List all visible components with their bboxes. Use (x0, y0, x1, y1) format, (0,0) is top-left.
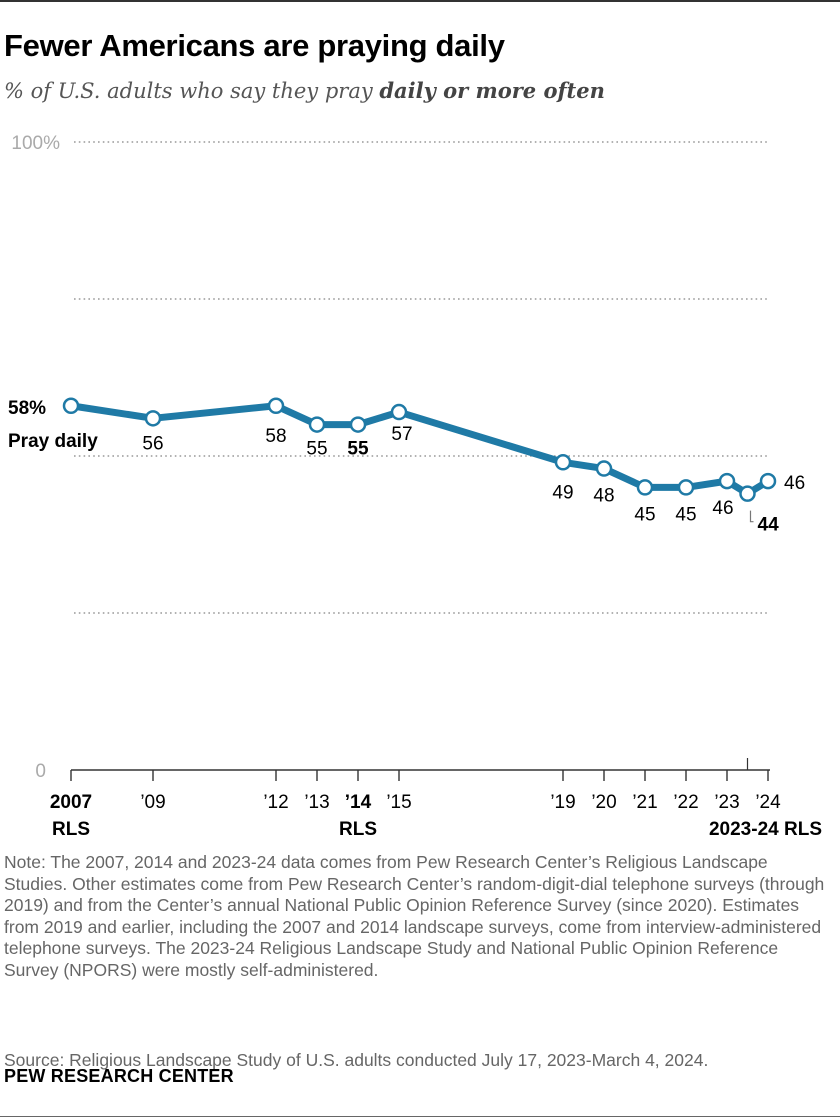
data-point (759, 472, 777, 490)
data-point (718, 472, 736, 490)
chart-subtitle: % of U.S. adults who say they pray daily… (4, 78, 605, 103)
series-line-pray-daily (67, 402, 772, 498)
series-label: Pray daily (8, 431, 98, 452)
x-tick-label: 2007 (50, 792, 92, 813)
data-point (739, 485, 756, 502)
brand-logo-text: PEW RESEARCH CENTER (4, 1066, 234, 1086)
data-label: 55 (347, 439, 369, 460)
x-tick-label: ’24 (755, 792, 781, 813)
y-tick-label: 0 (35, 761, 46, 782)
data-label: 49 (552, 482, 573, 503)
data-label: 45 (675, 504, 696, 525)
y-tick-label: 100% (11, 133, 60, 154)
x-sublabel: RLS (339, 819, 377, 840)
top-rule (0, 0, 840, 2)
subtitle-emphasis: daily or more often (379, 78, 605, 103)
data-point (267, 397, 285, 415)
data-point (677, 479, 695, 496)
data-point (349, 416, 367, 433)
x-tick-label: ’20 (591, 792, 616, 813)
data-point (144, 410, 162, 427)
x-tick-label: ’23 (714, 792, 739, 813)
data-point (554, 454, 572, 471)
data-point (62, 397, 80, 415)
x-tick-label: ’21 (632, 792, 657, 813)
x-tick-label: ’13 (304, 792, 329, 813)
x-tick-label: ’15 (386, 792, 411, 813)
x-sublabel: RLS (52, 819, 90, 840)
data-label: 55 (306, 439, 327, 460)
data-label: 46 (784, 473, 805, 494)
chart-title: Fewer Americans are praying daily (4, 28, 505, 63)
x-tick-label: ’12 (263, 792, 288, 813)
data-label: 56 (142, 433, 163, 454)
chart-source: Source: Religious Landscape Study of U.S… (4, 1050, 709, 1070)
data-label: 58 (265, 426, 286, 447)
data-label: 58% (8, 398, 46, 419)
subtitle-prefix: % of U.S. adults who say they pray (4, 79, 380, 103)
data-label-callout (749, 510, 754, 523)
x-tick-label: ’14 (345, 792, 372, 813)
line-chart: 0 100% 2007 ’09 ’12 ’13 ’14 ’15 ’19 ’20 ’21 ’22 ’23 ’… (8, 133, 822, 840)
data-label: 46 (712, 498, 733, 519)
data-point (308, 416, 326, 433)
data-point (390, 403, 408, 421)
data-point (595, 460, 613, 477)
x-tick-label: ’19 (550, 792, 575, 813)
chart-note: Note: The 2007, 2014 and 2023-24 data co… (4, 852, 825, 980)
x-sublabel: 2023-24 RLS (709, 819, 822, 840)
data-label: 44 (758, 515, 780, 536)
data-point (636, 479, 654, 496)
data-label: 48 (593, 486, 614, 507)
data-label: 45 (634, 504, 655, 525)
bottom-rule (0, 1116, 840, 1117)
data-label: 57 (391, 424, 412, 445)
x-tick-label: ’22 (673, 792, 698, 813)
x-tick-label: ’09 (140, 792, 165, 813)
